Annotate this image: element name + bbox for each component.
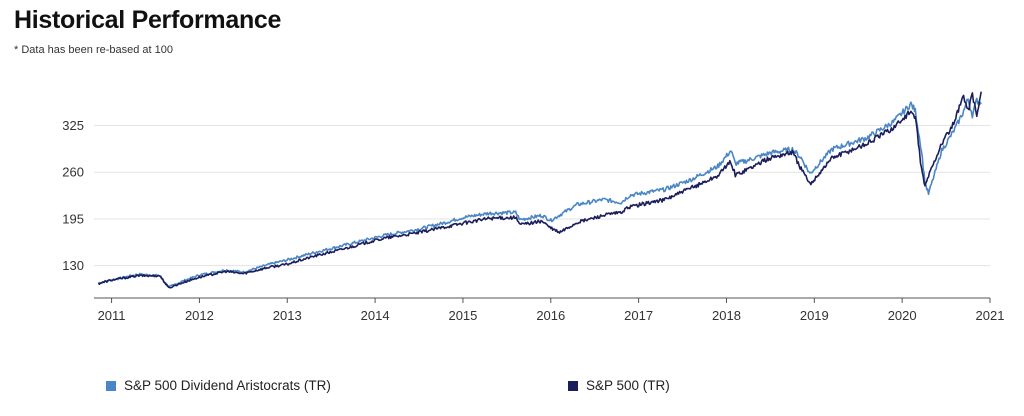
chart-subtitle: * Data has been re-based at 100 (14, 44, 174, 56)
legend-swatch-sp500 (568, 380, 578, 391)
x-tick-label: 2014 (361, 308, 390, 323)
legend-label-aristocrats: S&P 500 Dividend Aristocrats (TR) (124, 378, 331, 393)
chart-title: Historical Performance (14, 6, 282, 34)
legend-item-aristocrats[interactable]: S&P 500 Dividend Aristocrats (TR) (106, 378, 331, 393)
x-tick-label: 2021 (976, 308, 1005, 323)
legend-swatch-aristocrats (106, 380, 116, 391)
legend-label-sp500: S&P 500 (TR) (586, 378, 670, 393)
y-tick-label: 130 (62, 258, 84, 273)
x-tick-label: 2020 (888, 308, 917, 323)
x-tick-label: 2018 (712, 308, 741, 323)
x-tick-label: 2013 (273, 308, 302, 323)
x-tick-label: 2011 (98, 308, 126, 323)
gridlines (94, 125, 990, 267)
x-tick-label: 2019 (800, 308, 829, 323)
y-axis-ticks: 130 195 260 325 (62, 118, 84, 273)
x-tick-label: 2015 (448, 308, 477, 323)
x-tick-label: 2012 (185, 308, 214, 323)
y-tick-label: 260 (62, 165, 84, 180)
y-tick-label: 195 (62, 211, 84, 226)
x-tick-label: 2016 (536, 308, 565, 323)
series-lines (97, 91, 982, 289)
series-line-0 (98, 97, 982, 288)
legend-item-sp500[interactable]: S&P 500 (TR) (568, 378, 670, 393)
y-tick-label: 325 (62, 118, 84, 133)
x-axis: 2011 2012 2013 2014 2015 2016 2017 2018 2019 2020… (94, 297, 1005, 323)
series-line-1 (97, 91, 982, 289)
x-tick-label: 2017 (624, 308, 653, 323)
